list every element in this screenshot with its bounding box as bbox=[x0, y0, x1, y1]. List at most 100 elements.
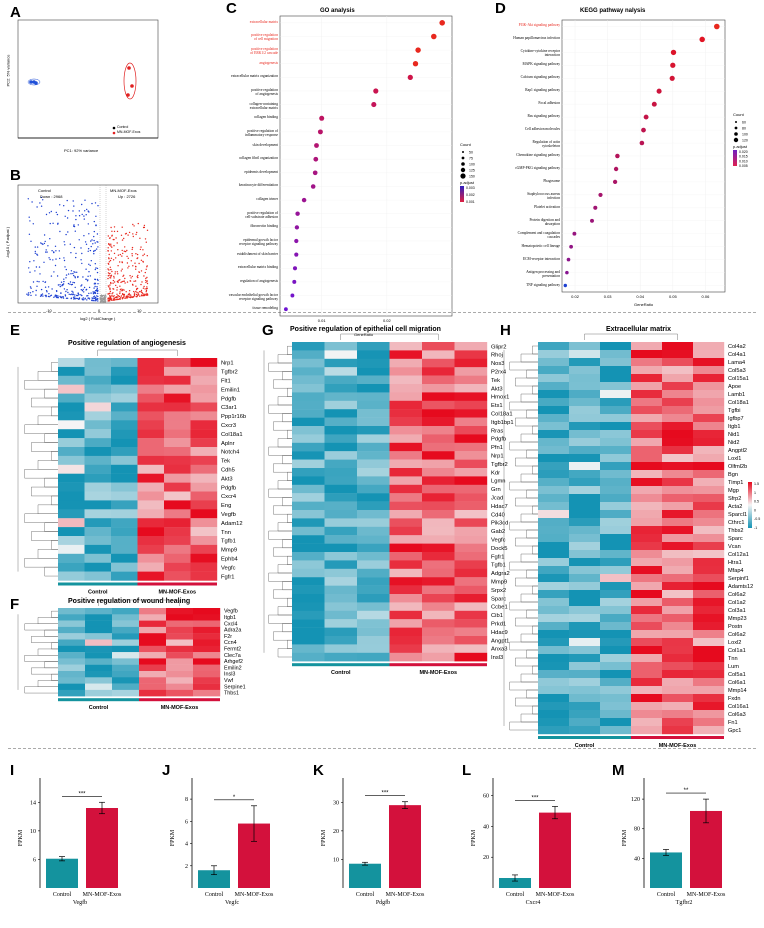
heat-cell bbox=[58, 620, 86, 628]
heat-cell bbox=[58, 677, 86, 684]
dot-point bbox=[312, 170, 318, 176]
volcano-point bbox=[110, 274, 113, 276]
dot-point bbox=[670, 49, 677, 56]
dendrogram-branch bbox=[532, 345, 538, 355]
heat-cell bbox=[600, 550, 632, 559]
heat-cell bbox=[538, 558, 570, 567]
heat-cell bbox=[193, 639, 221, 646]
heat-cell bbox=[600, 686, 632, 695]
volcano-point bbox=[31, 201, 33, 203]
bar-treat bbox=[389, 805, 421, 888]
heat-cell bbox=[112, 614, 140, 621]
heat-cell bbox=[600, 710, 632, 719]
gene-label: Aplnr bbox=[221, 441, 235, 447]
volcano-point bbox=[39, 273, 41, 275]
heat-cell bbox=[569, 510, 601, 519]
volcano-point bbox=[145, 281, 147, 284]
volcano-point bbox=[85, 278, 87, 280]
heat-cell bbox=[139, 626, 167, 634]
volcano-point bbox=[41, 243, 43, 245]
volcano-point bbox=[67, 209, 70, 212]
volcano-point bbox=[90, 292, 92, 294]
volcano-point bbox=[110, 257, 113, 259]
term-label: extracellular matrix binding bbox=[237, 265, 278, 270]
heat-cell bbox=[389, 426, 423, 435]
volcano-point bbox=[46, 291, 48, 293]
heat-cell bbox=[357, 560, 390, 569]
heat-cell bbox=[569, 502, 601, 511]
heat-cell bbox=[631, 598, 663, 607]
heat-cell bbox=[454, 468, 488, 477]
term-label: MAPK signaling pathway bbox=[522, 62, 560, 67]
volcano-point bbox=[38, 281, 40, 283]
volcano-point bbox=[145, 268, 147, 270]
heat-cell bbox=[600, 414, 632, 423]
volcano-point bbox=[87, 250, 89, 252]
panel-label-f: F bbox=[10, 596, 20, 613]
heat-cell bbox=[164, 375, 191, 385]
heat-cell bbox=[422, 568, 455, 578]
heat-cell bbox=[569, 494, 601, 503]
heat-cell bbox=[422, 434, 455, 443]
heat-cell bbox=[84, 411, 112, 421]
heat-cell bbox=[693, 502, 725, 511]
heat-cell bbox=[422, 484, 455, 494]
heat-cell bbox=[538, 574, 570, 583]
heat-cell bbox=[569, 382, 601, 391]
volcano-point bbox=[94, 242, 96, 244]
legend-dot bbox=[461, 156, 465, 160]
term-label: TNF signaling pathway bbox=[526, 282, 560, 287]
heat-cell bbox=[631, 550, 663, 559]
heat-cell bbox=[164, 464, 191, 474]
volcano-point bbox=[97, 295, 99, 298]
volcano-point bbox=[123, 237, 125, 240]
heat-cell bbox=[662, 598, 694, 607]
heat-cell bbox=[662, 582, 694, 591]
gene-label: Pdgfb bbox=[221, 396, 236, 402]
heat-cell bbox=[569, 662, 601, 671]
dendrogram-branch bbox=[277, 648, 292, 658]
heat-cell bbox=[538, 382, 570, 391]
heat-cell bbox=[137, 536, 165, 546]
volcano-point bbox=[28, 267, 30, 269]
volcano-point bbox=[47, 245, 49, 247]
heat-cell bbox=[600, 598, 632, 607]
term-label: establishment of skin barrier bbox=[236, 251, 278, 256]
heat-cell bbox=[538, 678, 570, 687]
heat-cell bbox=[137, 562, 165, 572]
heat-cell bbox=[357, 543, 390, 553]
gene-label: Akt3 bbox=[221, 476, 233, 482]
heat-cell bbox=[292, 644, 325, 653]
volcano-point bbox=[124, 246, 126, 248]
heat-cell bbox=[139, 608, 167, 615]
dendrogram-branch bbox=[584, 333, 678, 340]
heat-cell bbox=[324, 459, 358, 469]
gene-label: Nid1 bbox=[728, 432, 740, 438]
gene-label: Col18a1 bbox=[221, 432, 243, 438]
heat-cell bbox=[112, 677, 140, 684]
dot-point bbox=[651, 101, 657, 107]
volcano-point bbox=[86, 299, 88, 301]
scale-label: 0.5 bbox=[754, 500, 759, 504]
heat-cell bbox=[357, 442, 390, 452]
volcano-point bbox=[143, 224, 146, 227]
volcano-point bbox=[121, 293, 124, 295]
heat-cell bbox=[693, 350, 725, 359]
gene-label: Adra2a bbox=[224, 628, 241, 634]
heat-cell bbox=[58, 683, 86, 691]
gene-label: Emilin1 bbox=[221, 387, 240, 393]
dendrogram-branch bbox=[520, 513, 538, 523]
kegg-xlabel: GeneRatio bbox=[634, 302, 654, 307]
gene-label: Sfrp2 bbox=[728, 496, 741, 502]
dendrogram-branch bbox=[277, 606, 292, 616]
heat-cell bbox=[111, 420, 138, 430]
volcano-point bbox=[144, 288, 146, 290]
x-category-label: MN-MOF-Exos bbox=[235, 892, 274, 898]
heat-cell bbox=[84, 402, 112, 412]
heat-cell bbox=[600, 542, 632, 551]
volcano-point bbox=[139, 237, 141, 239]
bar-control bbox=[349, 863, 381, 888]
heat-cell bbox=[454, 552, 488, 561]
volcano-point bbox=[28, 216, 30, 218]
